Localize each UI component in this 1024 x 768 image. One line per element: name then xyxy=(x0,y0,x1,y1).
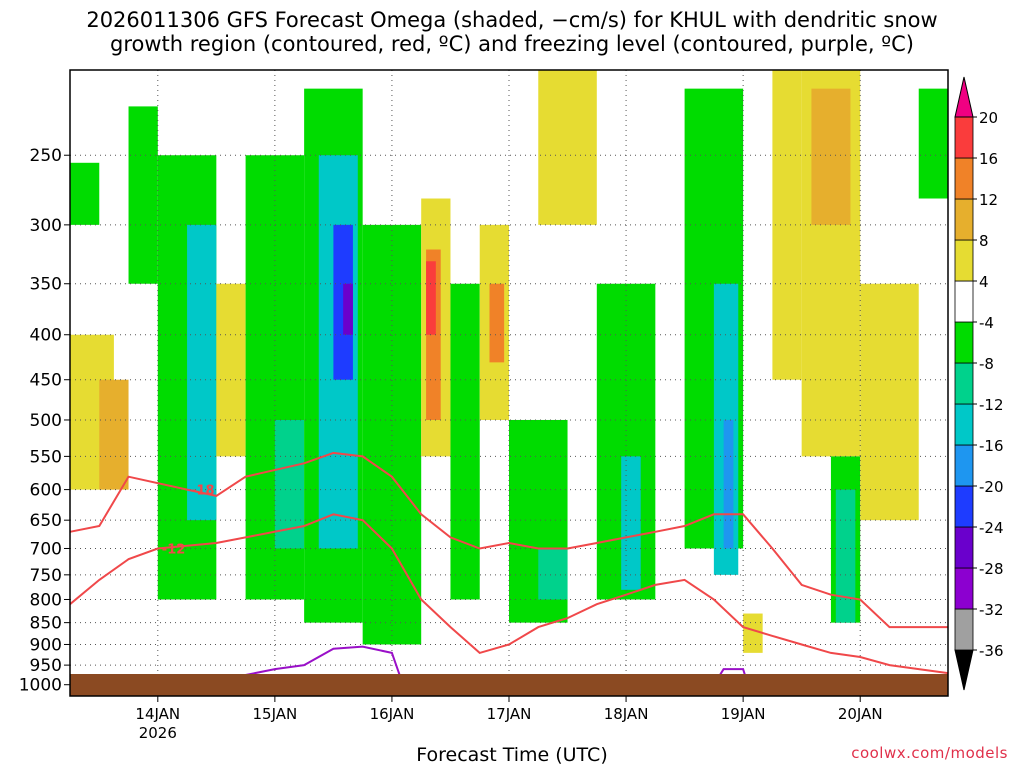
colorbar-band-6 xyxy=(954,362,974,405)
y-tick-label-800: 800 xyxy=(30,590,62,610)
x-axis-title: Forecast Time (UTC) xyxy=(416,744,608,766)
colorbar-label-5: -16 xyxy=(979,437,1004,455)
colorbar-label-6: -12 xyxy=(979,396,1004,414)
colorbar-arrow-low xyxy=(954,649,974,691)
colorbar-label-13: 20 xyxy=(979,109,998,127)
y-tick-label-850: 850 xyxy=(30,614,62,634)
colorbar-label-1: -32 xyxy=(979,601,1004,619)
y-tick-label-450: 450 xyxy=(30,371,62,391)
chart-title-line-2: growth region (contoured, red, ºC) and f… xyxy=(110,32,914,56)
colorbar-band-11 xyxy=(954,157,974,200)
y-tick-label-250: 250 xyxy=(30,146,62,166)
y-tick-label-700: 700 xyxy=(30,539,62,559)
omega-cell-13 xyxy=(362,224,422,645)
y-tick-label-400: 400 xyxy=(30,326,62,346)
y-tick-label-750: 750 xyxy=(30,566,62,586)
omega-cell-5 xyxy=(187,224,217,521)
omega-cell-24 xyxy=(621,456,641,590)
y-tick-label-300: 300 xyxy=(30,216,62,236)
x-tick-sublabel-14JAN: 2026 xyxy=(139,724,177,742)
colorbar-label-11: 12 xyxy=(979,191,998,209)
x-tick-label-17JAN: 17JAN xyxy=(487,705,532,723)
y-tick-label-350: 350 xyxy=(30,275,62,295)
dgz-contour-label-0: -18 xyxy=(191,484,215,499)
y-tick-label-950: 950 xyxy=(30,656,62,676)
omega-cell-35 xyxy=(918,88,948,199)
omega-cell-34 xyxy=(860,283,919,521)
colorbar-band-7 xyxy=(954,321,974,364)
colorbar-band-10 xyxy=(954,198,974,241)
site-credit[interactable]: coolwx.com/models xyxy=(851,744,1008,762)
y-tick-label-1000: 1000 xyxy=(19,676,62,696)
colorbar-label-2: -28 xyxy=(979,560,1004,578)
colorbar-band-12 xyxy=(954,116,974,159)
y-tick-label-500: 500 xyxy=(30,411,62,431)
colorbar-label-0: -36 xyxy=(979,642,1004,660)
omega-cell-3 xyxy=(128,106,158,284)
y-tick-label-600: 600 xyxy=(30,481,62,501)
x-tick-label-18JAN: 18JAN xyxy=(604,705,649,723)
omega-cell-17 xyxy=(450,283,480,600)
omega-cell-2 xyxy=(99,379,129,490)
omega-cell-31 xyxy=(811,88,851,225)
omega-cell-12 xyxy=(343,283,353,335)
colorbar-label-8: -4 xyxy=(979,314,994,332)
colorbar-band-3 xyxy=(954,485,974,528)
y-tick-label-650: 650 xyxy=(30,511,62,531)
chart-title-line-1: 2026011306 GFS Forecast Omega (shaded, −… xyxy=(86,8,938,32)
colorbar-band-8 xyxy=(954,280,974,323)
colorbar-band-4 xyxy=(954,444,974,487)
colorbar-label-4: -20 xyxy=(979,478,1004,496)
colorbar-band-2 xyxy=(954,526,974,569)
omega-cell-22 xyxy=(538,70,597,225)
omega-cell-0 xyxy=(70,162,100,225)
omega-cell-16 xyxy=(426,261,436,335)
colorbar-band-1 xyxy=(954,567,974,610)
dgz-contour-1 xyxy=(69,513,949,675)
x-tick-label-15JAN: 15JAN xyxy=(252,705,297,723)
colorbar-label-10: 8 xyxy=(979,232,989,250)
colorbar-arrow-high xyxy=(954,76,974,118)
colorbar-label-7: -8 xyxy=(979,355,994,373)
omega-cell-28 xyxy=(743,613,763,653)
colorbar-band-0 xyxy=(954,608,974,651)
x-tick-label-14JAN: 14JAN xyxy=(135,705,180,723)
omega-cell-27 xyxy=(723,419,734,549)
omega-cell-29 xyxy=(772,70,802,380)
colorbar-label-3: -24 xyxy=(979,519,1004,537)
omega-cell-19 xyxy=(489,283,505,363)
omega-cell-33 xyxy=(835,489,856,623)
colorbar-label-9: 4 xyxy=(979,273,989,291)
omega-cell-6 xyxy=(216,283,246,457)
y-tick-label-900: 900 xyxy=(30,635,62,655)
dgz-contour-0 xyxy=(69,451,948,629)
x-tick-label-19JAN: 19JAN xyxy=(721,705,766,723)
ground-surface xyxy=(70,674,948,696)
colorbar-label-12: 16 xyxy=(979,150,998,168)
y-tick-label-550: 550 xyxy=(30,447,62,467)
colorbar-band-9 xyxy=(954,239,974,282)
dgz-contour-label-1: -12 xyxy=(162,542,186,557)
x-tick-label-16JAN: 16JAN xyxy=(370,705,415,723)
omega-cell-21 xyxy=(538,548,568,600)
x-tick-label-20JAN: 20JAN xyxy=(838,705,883,723)
colorbar-band-5 xyxy=(954,403,974,446)
